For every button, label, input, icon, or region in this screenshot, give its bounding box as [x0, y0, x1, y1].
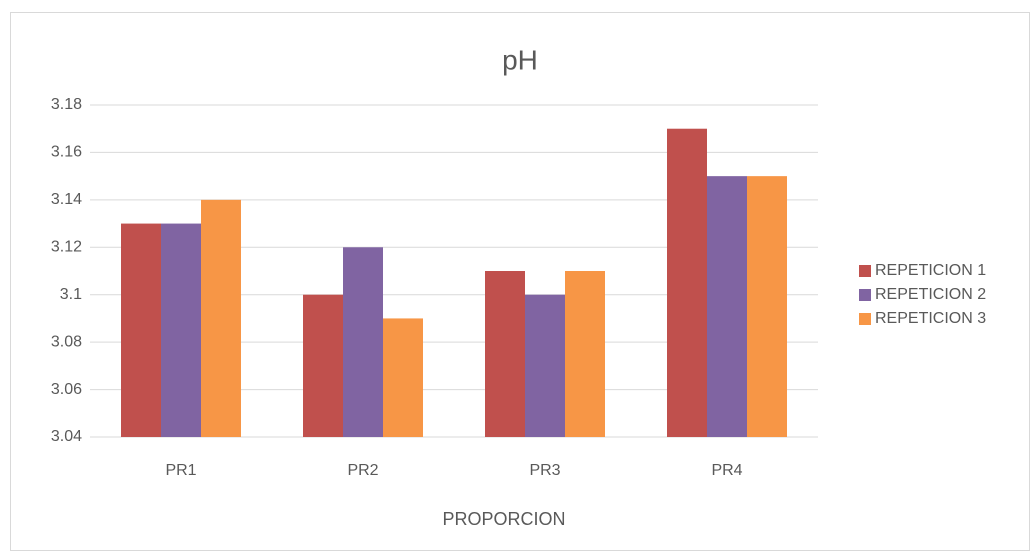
x-tick-label: PR2: [347, 462, 378, 479]
bar: [201, 199, 241, 437]
x-tick-label: PR4: [711, 462, 742, 479]
bar: [485, 271, 525, 437]
legend-swatch: [859, 313, 871, 325]
bar: [303, 294, 343, 437]
x-tick-label: PR3: [529, 462, 560, 479]
bar: [121, 223, 161, 437]
x-tick-label: PR1: [165, 462, 196, 479]
y-tick-label: 3.14: [51, 191, 82, 208]
bar: [667, 128, 707, 437]
bar: [707, 176, 747, 437]
bar: [383, 318, 423, 437]
legend-swatch: [859, 289, 871, 301]
bar: [747, 176, 787, 437]
bar: [161, 223, 201, 437]
y-tick-label: 3.06: [51, 381, 82, 398]
x-axis-label: PROPORCION: [442, 509, 565, 529]
legend-label: REPETICION 1: [875, 262, 986, 279]
legend-swatch: [859, 265, 871, 277]
bar: [565, 271, 605, 437]
y-tick-label: 3.18: [51, 96, 82, 113]
bar: [343, 247, 383, 437]
y-tick-label: 3.16: [51, 144, 82, 161]
chart-title: pH: [502, 44, 538, 75]
legend-label: REPETICION 2: [875, 286, 986, 303]
y-tick-label: 3.1: [60, 286, 82, 303]
legend-label: REPETICION 3: [875, 310, 986, 327]
bar: [525, 294, 565, 437]
y-tick-label: 3.08: [51, 333, 82, 350]
y-tick-label: 3.04: [51, 428, 82, 445]
y-tick-label: 3.12: [51, 239, 82, 256]
